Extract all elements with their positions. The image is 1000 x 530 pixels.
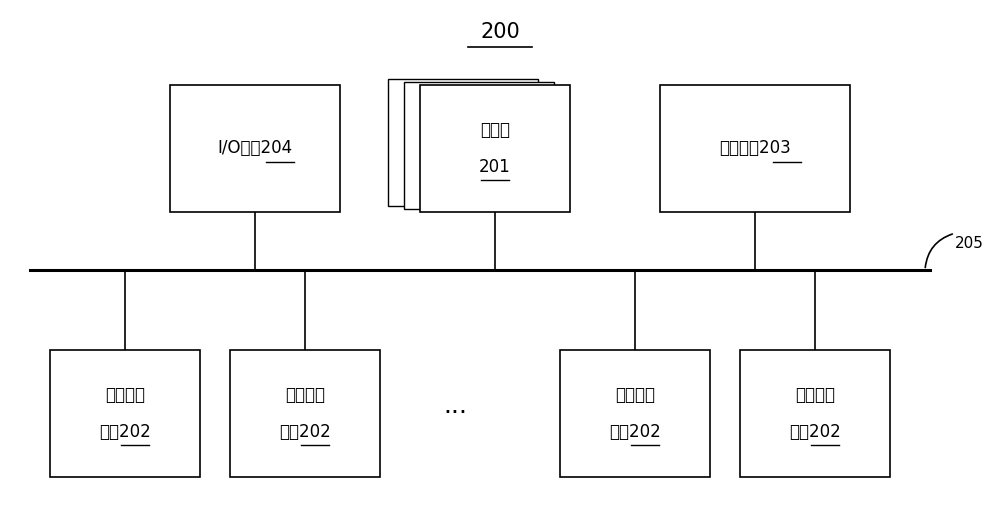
Text: 模型加速: 模型加速 (105, 386, 145, 404)
Text: 单元202: 单元202 (279, 423, 331, 441)
Text: 单元202: 单元202 (609, 423, 661, 441)
Text: 模型加速: 模型加速 (615, 386, 655, 404)
FancyBboxPatch shape (560, 350, 710, 477)
FancyBboxPatch shape (660, 85, 850, 212)
Text: 单元202: 单元202 (789, 423, 841, 441)
Text: 调度器: 调度器 (480, 121, 510, 139)
Text: 模型加速: 模型加速 (285, 386, 325, 404)
Text: 200: 200 (480, 22, 520, 42)
FancyBboxPatch shape (50, 350, 200, 477)
Text: 205: 205 (955, 236, 984, 251)
Text: 存储单元203: 存储单元203 (719, 139, 791, 157)
FancyBboxPatch shape (388, 79, 538, 206)
Text: 单元202: 单元202 (99, 423, 151, 441)
Text: ···: ··· (443, 401, 467, 426)
FancyBboxPatch shape (230, 350, 380, 477)
FancyBboxPatch shape (740, 350, 890, 477)
FancyBboxPatch shape (420, 85, 570, 212)
Text: I/O接口204: I/O接口204 (217, 139, 293, 157)
Text: 模型加速: 模型加速 (795, 386, 835, 404)
Text: 201: 201 (479, 158, 511, 176)
FancyBboxPatch shape (170, 85, 340, 212)
FancyBboxPatch shape (404, 82, 554, 209)
